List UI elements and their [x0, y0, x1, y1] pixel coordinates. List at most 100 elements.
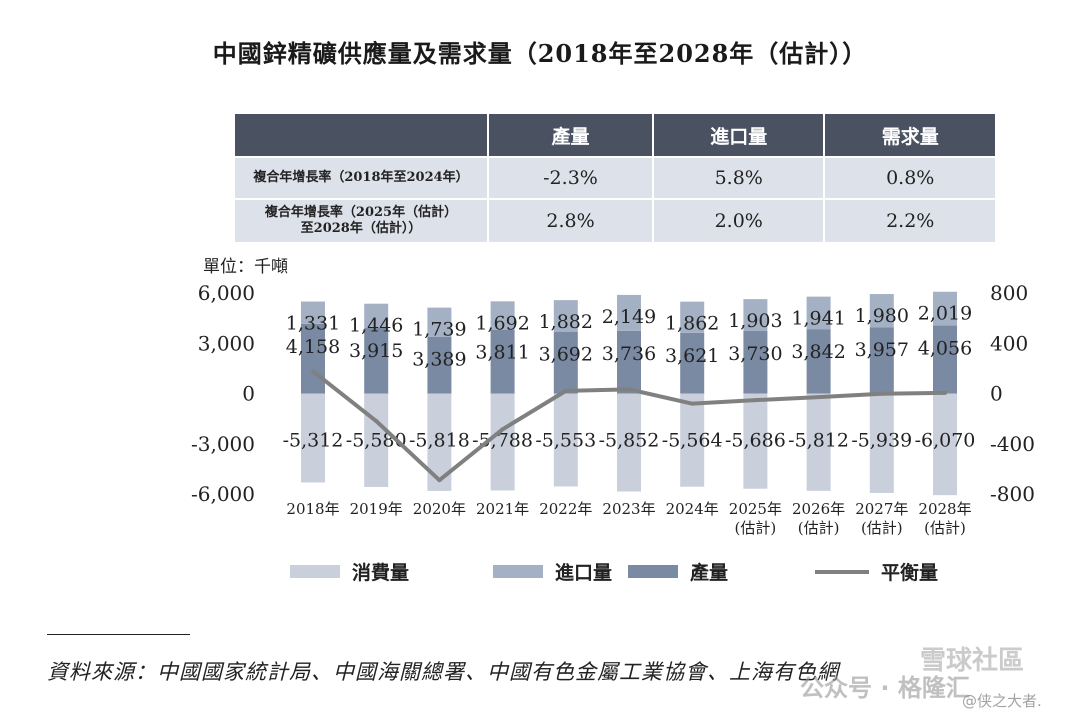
y-left-tick-label: 6,000 [198, 281, 255, 305]
table-cell: 2.0% [653, 198, 826, 242]
y-right-tick-label: 800 [990, 281, 1028, 305]
header-imports: 進口量 [653, 114, 826, 157]
watermark-xueqiu: 雪球社區 [920, 646, 1025, 676]
bar-imports [301, 301, 325, 324]
label-production: 3,621 [665, 345, 719, 367]
y-left-tick-label: -3,000 [191, 432, 255, 456]
bar-consumption [553, 393, 578, 487]
label-consumption: -5,553 [535, 430, 596, 452]
bar-production [427, 336, 452, 394]
label-imports: 1,903 [728, 310, 782, 332]
row-label: 複合年增長率（2025年（估計） 至2028年（估計）） [235, 198, 489, 242]
footnote-rule [47, 634, 190, 635]
chart-title: 中國鋅精礦供應量及需求量（2018年至2028年（估計）） [212, 39, 868, 68]
x-tick-label: 2028年(估計) [918, 500, 971, 537]
y-left-tick-label: 3,000 [198, 331, 255, 355]
x-tick-label: 2019年 [350, 500, 403, 518]
balance-point [374, 419, 379, 424]
table-corner [235, 114, 489, 157]
label-production: 3,692 [539, 344, 593, 366]
label-imports: 1,739 [412, 319, 466, 341]
bar-consumption [869, 393, 894, 493]
label-consumption: -5,852 [599, 430, 660, 452]
label-production: 3,730 [728, 343, 782, 365]
label-production: 4,056 [918, 338, 972, 360]
legend-swatch [290, 565, 340, 578]
legend-label: 產量 [690, 562, 729, 584]
watermark-gelonghui: 公众号 · 格隆汇 [800, 674, 970, 702]
legend-item: 消費量 [290, 558, 409, 585]
label-imports: 1,331 [286, 313, 340, 335]
bar-imports [553, 300, 578, 332]
bar-consumption [617, 393, 641, 492]
bar-production [933, 325, 957, 394]
bar-consumption [364, 393, 389, 487]
table-cell: 2.2% [824, 198, 997, 242]
label-imports: 1,446 [349, 315, 403, 337]
label-consumption: -5,686 [725, 430, 786, 452]
table-header-row: 產量 進口量 需求量 [235, 114, 997, 157]
legend-label: 進口量 [555, 562, 613, 584]
bar-imports [869, 294, 894, 328]
x-tick-label: 2021年 [476, 500, 529, 518]
cagr-table: 產量 進口量 需求量 複合年增長率（2018年至2024年） -2.3% 5.8… [235, 114, 997, 242]
legend-item: 進口量 [493, 558, 612, 585]
balance-point [879, 391, 884, 396]
label-imports: 1,692 [475, 312, 529, 334]
bar-consumption [933, 393, 957, 496]
y-right-tick-label: 0 [990, 382, 1003, 406]
header-demand: 需求量 [824, 114, 997, 157]
legend-swatch [493, 565, 543, 578]
balance-point [500, 427, 505, 432]
label-consumption: -5,939 [851, 430, 912, 452]
bar-production [806, 329, 831, 394]
x-tick-label: 2018年 [286, 500, 339, 518]
balance-point [311, 369, 315, 374]
label-consumption: -5,564 [662, 430, 723, 452]
bar-imports [743, 299, 768, 332]
bar-imports [427, 307, 452, 337]
bar-consumption [806, 393, 831, 491]
table-row: 複合年增長率（2018年至2024年） -2.3% 5.8% 0.8% [235, 156, 997, 199]
balance-point [816, 395, 821, 400]
watermark-author: @侠之大者. [962, 692, 1042, 710]
y-right-tick-label: -400 [990, 432, 1035, 456]
balance-point [627, 387, 631, 392]
label-production: 3,915 [349, 340, 403, 362]
x-tick-label: 2027年(估計) [855, 500, 908, 537]
table-cell: 5.8% [653, 156, 826, 199]
balance-point [563, 388, 568, 393]
balance-point [690, 401, 695, 406]
bar-production [301, 323, 325, 394]
table-row: 複合年增長率（2025年（估計） 至2028年（估計）） 2.8% 2.0% 2… [235, 198, 997, 242]
legend-label: 平衡量 [881, 562, 939, 584]
label-imports: 1,980 [855, 305, 909, 327]
x-tick-label: 2023年 [602, 500, 655, 518]
label-imports: 2,019 [918, 303, 972, 325]
label-production: 3,811 [475, 342, 529, 364]
label-consumption: -5,812 [788, 430, 849, 452]
bar-production [364, 327, 389, 394]
bar-production [617, 330, 641, 394]
legend-item: 產量 [628, 558, 728, 585]
label-imports: 2,149 [602, 306, 656, 328]
bar-imports [933, 291, 957, 326]
legend-swatch [628, 565, 678, 578]
balance-point [753, 398, 758, 403]
bar-production [743, 331, 768, 394]
legend-item: 平衡量 [815, 558, 938, 585]
row-label-text: 複合年增長率（2018年至2024年） [253, 170, 469, 185]
label-consumption: -5,312 [283, 430, 344, 452]
bar-consumption [301, 393, 325, 483]
label-production: 3,957 [855, 339, 909, 361]
label-production: 3,842 [791, 341, 845, 363]
bar-production [490, 329, 515, 394]
bar-imports [490, 301, 515, 330]
legend-label: 消費量 [352, 562, 410, 584]
unit-label: 單位：千噸 [203, 257, 288, 277]
y-left-tick-label: 0 [242, 382, 255, 406]
row-label-line2: 至2028年（估計）） [300, 221, 422, 236]
label-imports: 1,882 [539, 311, 593, 333]
label-production: 3,736 [602, 343, 656, 365]
